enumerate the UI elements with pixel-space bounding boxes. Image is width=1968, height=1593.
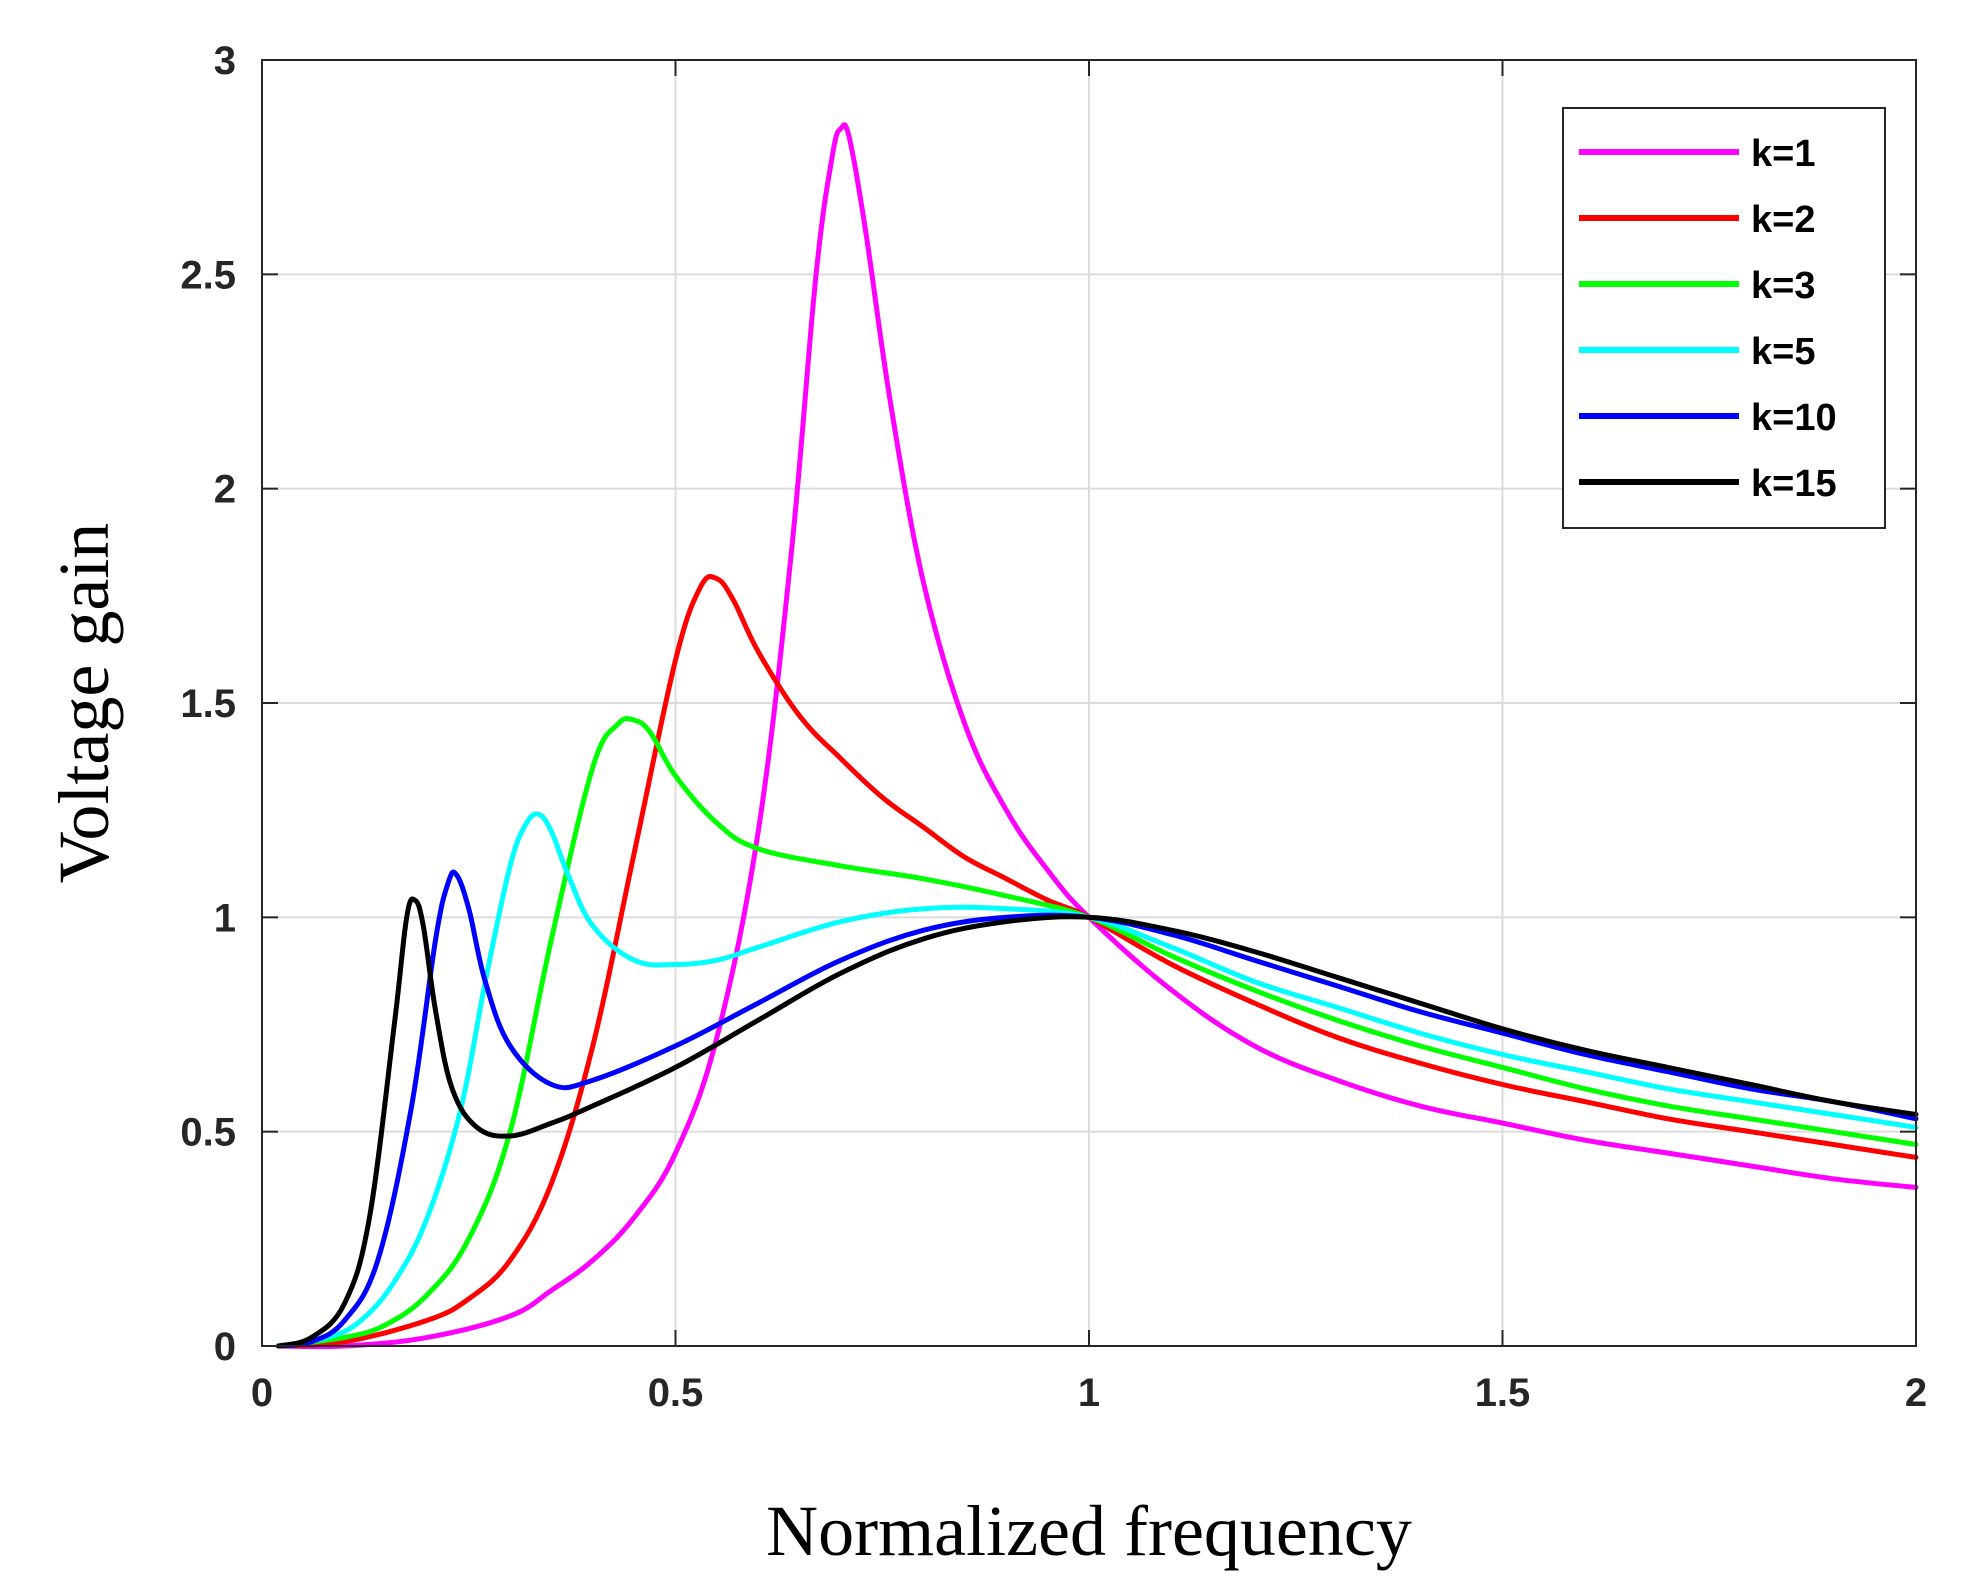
- y-tick-label: 2.5: [180, 253, 236, 297]
- series-layer: [276, 122, 1919, 1350]
- legend-label: k=10: [1751, 397, 1837, 439]
- legend: k=1 k=2 k=3 k=5 k=10 k=15: [1562, 107, 1886, 529]
- y-axis-title: Voltage gain: [44, 523, 124, 884]
- x-tick-label: 0: [251, 1371, 273, 1415]
- tick-labels: 0 0.5 1 1.5 2 0 0.5 1 1.5 2 2.5 3: [180, 39, 1927, 1415]
- series-line-k-5: [276, 811, 1919, 1349]
- series-line-k-2: [276, 574, 1919, 1349]
- x-tick-label: 1: [1078, 1371, 1100, 1415]
- legend-label: k=5: [1751, 331, 1815, 373]
- series-line-k-10: [276, 869, 1919, 1349]
- y-tick-label: 0.5: [180, 1111, 236, 1155]
- x-tick-label: 2: [1905, 1371, 1927, 1415]
- y-tick-label: 1: [214, 896, 236, 940]
- y-tick-label: 0: [214, 1325, 236, 1369]
- legend-box: [1562, 107, 1886, 529]
- legend-label: k=1: [1751, 133, 1815, 175]
- x-tick-label: 1.5: [1475, 1371, 1531, 1415]
- series-line-k-3: [276, 716, 1919, 1349]
- ticks: [261, 59, 1917, 1347]
- y-tick-label: 2: [214, 468, 236, 512]
- y-tick-label: 1.5: [180, 682, 236, 726]
- x-tick-label: 0.5: [648, 1371, 704, 1415]
- series-line-k-1: [276, 122, 1919, 1350]
- x-axis-title: Normalized frequency: [766, 1491, 1412, 1571]
- series-line-k-15: [276, 896, 1919, 1349]
- legend-label: k=2: [1751, 199, 1815, 241]
- legend-label: k=3: [1751, 265, 1815, 307]
- y-tick-label: 3: [214, 39, 236, 83]
- legend-label: k=15: [1751, 463, 1837, 505]
